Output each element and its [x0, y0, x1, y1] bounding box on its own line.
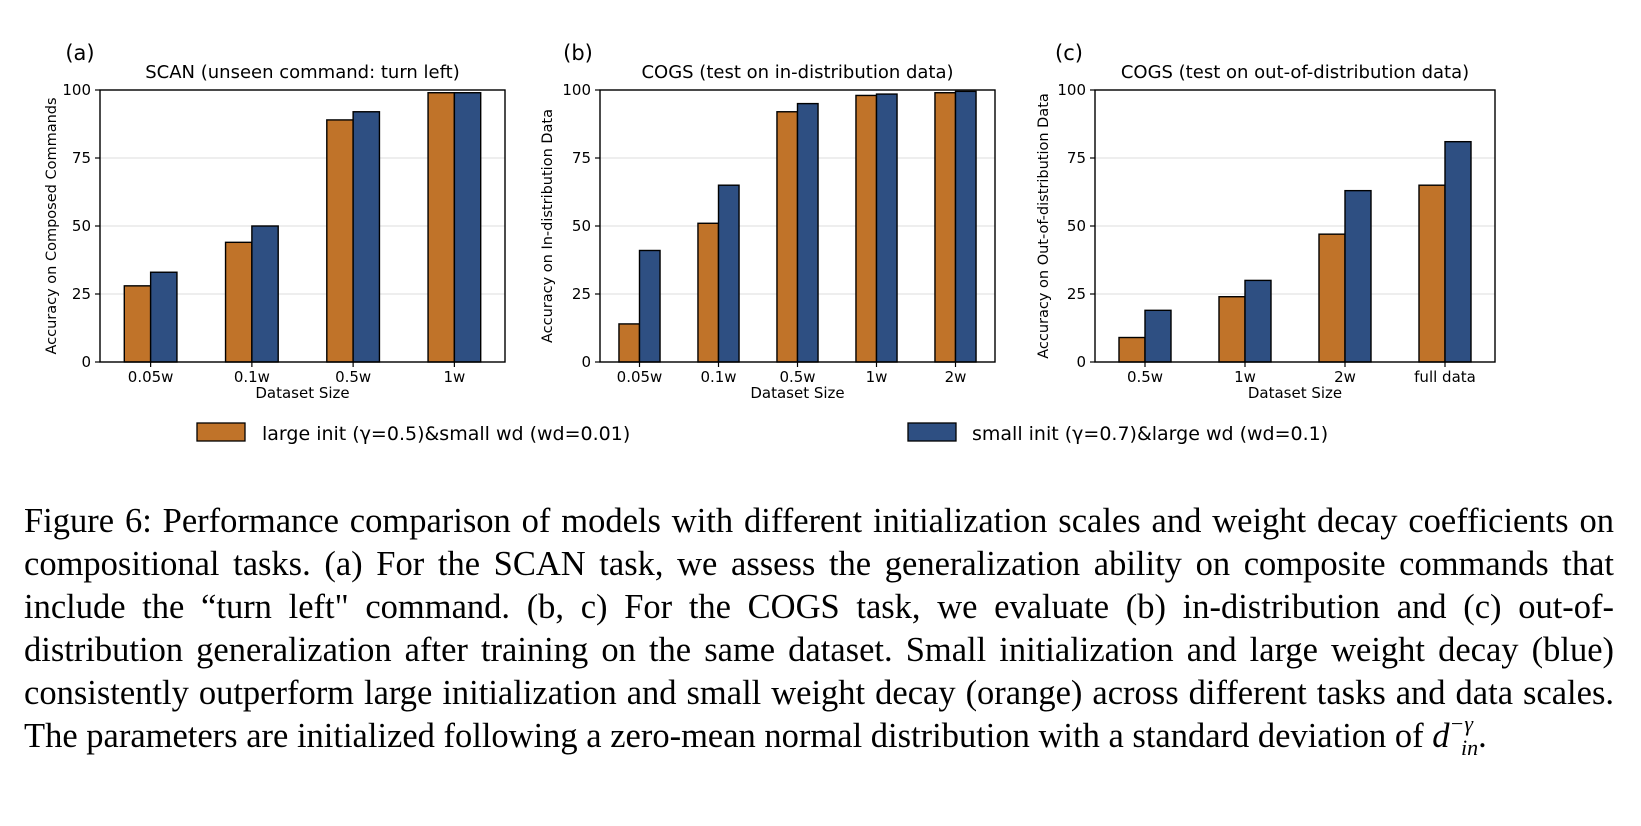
bar — [251, 225, 279, 363]
panel-label: (c) — [1055, 41, 1083, 65]
chart-panel-3: 0 25 50 75 100 0.5w 1w 2w full data COGS (test on… — [1036, 41, 1496, 402]
bar — [352, 111, 381, 363]
bar — [1418, 184, 1446, 363]
plot-frame — [99, 89, 506, 363]
legend-label: large init (γ=0.5)&small wd (wd=0.01) — [262, 423, 630, 445]
chart-title: SCAN (unseen command: turn left) — [145, 62, 459, 83]
y-tick-label: 25 — [572, 285, 591, 303]
bar — [776, 111, 799, 363]
plot-frame — [599, 89, 996, 363]
y-axis-label: Accuracy on In-distribution Data — [540, 109, 556, 343]
bar — [1318, 233, 1346, 363]
x-tick-label: 0.5w — [779, 368, 815, 386]
chart-panel-1: 0 25 50 75 100 0.05w 0.1w 0.5w 1w SCAN (unseen co… — [44, 41, 506, 402]
caption-math: d−γin — [1432, 711, 1479, 760]
x-tick-label: 2w — [945, 368, 967, 386]
bar — [1444, 140, 1472, 363]
x-tick-label: 1w — [1234, 368, 1256, 386]
bar — [954, 90, 977, 363]
y-axis-label: Accuracy on Composed Commands — [44, 97, 60, 354]
x-tick-label: 1w — [866, 368, 888, 386]
y-tick-label: 0 — [81, 353, 91, 371]
y-tick-label: 100 — [562, 81, 591, 99]
bar — [717, 184, 740, 363]
chart-panel-2: 0 25 50 75 100 0.05w 0.1w 0.5w 1w 2w COGS (test on… — [540, 41, 996, 402]
y-tick-label: 50 — [72, 217, 91, 235]
figure-caption: Figure 6: Performance comparison of mode… — [24, 502, 1614, 760]
legend: large init (γ=0.5)&small wd (wd=0.01) sma… — [196, 422, 1328, 445]
chart-title: COGS (test on in-distribution data) — [641, 62, 953, 83]
bar — [224, 241, 253, 363]
x-tick-label: 0.05w — [617, 368, 663, 386]
y-tick-label: 50 — [1067, 217, 1086, 235]
x-tick-label: 0.05w — [128, 368, 174, 386]
bar — [875, 93, 898, 363]
x-axis-label: Dataset Size — [1248, 384, 1342, 402]
y-tick-label: 0 — [1076, 353, 1086, 371]
bar — [796, 102, 819, 363]
plot-frame — [1094, 89, 1496, 363]
panel-label: (b) — [563, 41, 593, 65]
y-axis-label: Accuracy on Out-of-distribution Data — [1036, 93, 1052, 359]
bar — [1118, 336, 1146, 363]
y-tick-label: 75 — [1067, 149, 1086, 167]
y-tick-label: 0 — [581, 353, 591, 371]
bar — [1344, 189, 1372, 363]
bar — [855, 94, 878, 363]
bar — [326, 119, 354, 363]
legend-swatch — [907, 422, 957, 442]
x-tick-label: 2w — [1334, 368, 1356, 386]
bar — [618, 323, 641, 363]
y-tick-label: 100 — [1057, 81, 1086, 99]
bar — [1218, 296, 1246, 363]
panel-label: (a) — [65, 41, 94, 65]
bar — [149, 271, 178, 363]
y-tick-label: 75 — [72, 149, 91, 167]
bar — [934, 92, 957, 363]
bar — [427, 92, 456, 363]
x-tick-label: 0.5w — [1127, 368, 1163, 386]
y-tick-label: 50 — [572, 217, 591, 235]
legend-swatch — [196, 422, 246, 442]
x-tick-label: 0.1w — [700, 368, 736, 386]
x-axis-label: Dataset Size — [750, 384, 844, 402]
chart-title: COGS (test on out-of-distribution data) — [1121, 62, 1469, 83]
bar — [638, 249, 661, 363]
bar — [123, 285, 152, 363]
y-tick-label: 100 — [62, 81, 91, 99]
y-tick-label: 25 — [72, 285, 91, 303]
figure: 0 25 50 75 100 0.05w 0.1w 0.5w 1w SCAN (unseen co… — [44, 41, 1496, 445]
x-tick-label: 0.1w — [234, 368, 270, 386]
x-tick-label: 0.5w — [335, 368, 371, 386]
y-tick-label: 25 — [1067, 285, 1086, 303]
bar — [453, 92, 482, 363]
y-tick-label: 75 — [572, 149, 591, 167]
bar — [1144, 309, 1172, 363]
x-tick-label: full data — [1414, 368, 1476, 386]
bar — [1244, 279, 1272, 363]
legend-label: small init (γ=0.7)&large wd (wd=0.1) — [972, 423, 1328, 445]
caption-text: Figure 6: Performance comparison of mode… — [24, 502, 1614, 755]
bar — [697, 222, 720, 363]
x-axis-label: Dataset Size — [255, 384, 349, 402]
x-tick-label: 1w — [443, 368, 465, 386]
